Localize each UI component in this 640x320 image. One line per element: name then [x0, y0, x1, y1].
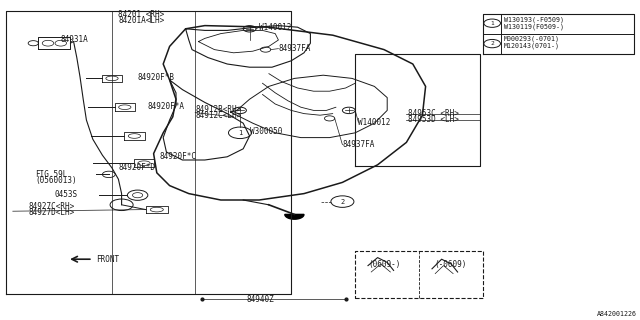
Text: W140012: W140012 [358, 118, 391, 127]
Text: 1: 1 [238, 130, 242, 136]
Text: FIG.59L: FIG.59L [35, 170, 68, 179]
Text: 0453S: 0453S [54, 190, 77, 199]
Text: 1: 1 [490, 21, 494, 26]
Text: 84920F*B: 84920F*B [138, 73, 175, 82]
Text: W130119(F0509-): W130119(F0509-) [504, 23, 564, 30]
Polygon shape [285, 214, 304, 219]
Text: 84927D<LH>: 84927D<LH> [29, 208, 75, 217]
Text: 84931A: 84931A [61, 36, 88, 44]
Text: 84937FA: 84937FA [342, 140, 375, 149]
Text: W140012: W140012 [259, 23, 292, 32]
Text: 84953C <RH>: 84953C <RH> [408, 109, 459, 118]
Text: 84912C<LH>: 84912C<LH> [195, 111, 241, 120]
Text: (0609-): (0609-) [368, 260, 401, 268]
Text: W130193(-F0509): W130193(-F0509) [504, 16, 564, 23]
Text: 2: 2 [490, 41, 494, 46]
Text: 84201A<LH>: 84201A<LH> [118, 16, 164, 25]
Text: (0560013): (0560013) [35, 176, 77, 185]
Text: (-0609): (-0609) [434, 260, 467, 268]
Text: 84920F*D: 84920F*D [118, 163, 156, 172]
Text: 84940Z: 84940Z [246, 295, 274, 304]
Text: M000293(-0701): M000293(-0701) [504, 35, 560, 42]
Text: W300050: W300050 [250, 127, 282, 136]
Text: M120143(0701-): M120143(0701-) [504, 42, 560, 49]
Text: 84953D <LH>: 84953D <LH> [408, 116, 459, 124]
Text: 84927C<RH>: 84927C<RH> [29, 202, 75, 211]
Text: 84920F*A: 84920F*A [147, 102, 184, 111]
Text: 84920F*C: 84920F*C [160, 152, 197, 161]
Text: 84201 <RH>: 84201 <RH> [118, 10, 164, 19]
Text: A842001226: A842001226 [596, 311, 637, 317]
Text: 2: 2 [340, 199, 344, 204]
Text: FRONT: FRONT [96, 255, 119, 264]
Text: 84912B<RH>: 84912B<RH> [195, 105, 241, 114]
Text: 84937FA: 84937FA [278, 44, 311, 53]
